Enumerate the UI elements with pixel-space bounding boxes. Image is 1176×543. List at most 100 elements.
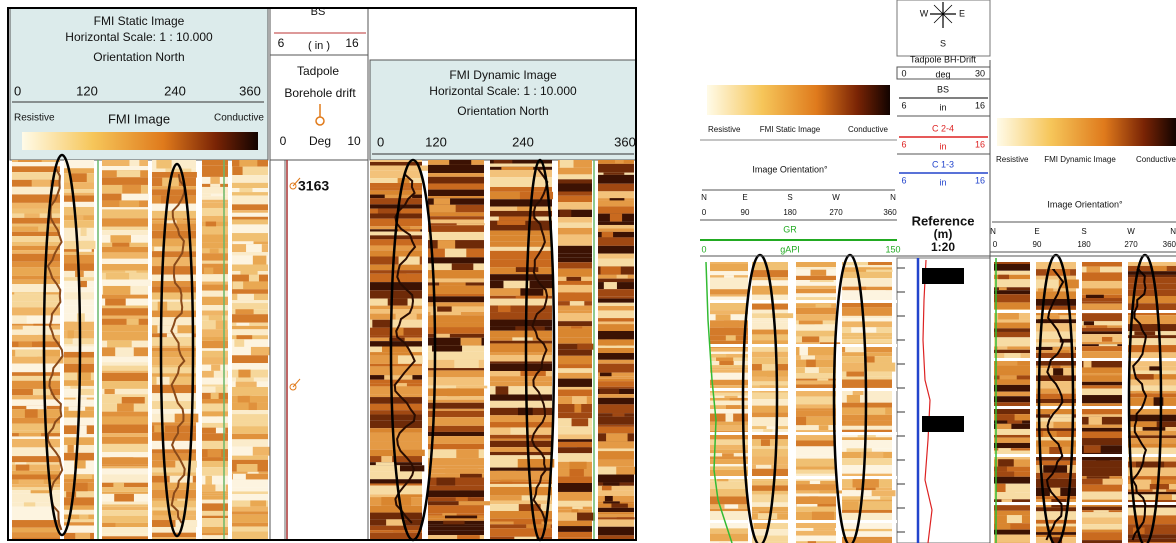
image-pad <box>863 496 881 499</box>
image-pad <box>175 461 197 468</box>
image-pad <box>598 331 634 339</box>
image-pad <box>253 447 270 456</box>
image-pad <box>994 511 1030 515</box>
image-pad <box>558 242 592 245</box>
image-pad <box>1000 375 1017 379</box>
image-pad <box>428 306 484 311</box>
image-pad <box>490 183 552 186</box>
image-pad <box>102 433 148 437</box>
image-pad <box>842 352 892 356</box>
image-pad <box>129 160 139 166</box>
image-pad <box>232 479 268 487</box>
label: deg <box>935 69 950 79</box>
image-pad <box>23 326 50 330</box>
image-pad <box>994 332 1030 337</box>
image-pad <box>490 225 552 231</box>
image-pad <box>994 337 1030 340</box>
image-pad <box>577 513 595 521</box>
image-pad <box>752 456 788 465</box>
image-pad <box>598 175 634 184</box>
image-pad <box>598 200 634 206</box>
image-pad <box>238 370 250 378</box>
image-pad <box>755 280 768 285</box>
image-pad <box>994 535 1030 543</box>
image-pad <box>1082 304 1122 310</box>
image-pad <box>64 228 94 236</box>
image-pad <box>598 519 634 526</box>
image-pad <box>752 491 788 495</box>
label: FMI Static Image <box>94 14 185 28</box>
image-pad <box>370 282 422 290</box>
image-pad <box>1036 350 1076 353</box>
image-pad <box>80 281 87 287</box>
image-pad <box>842 537 892 540</box>
image-pad <box>598 318 634 322</box>
image-pad <box>558 434 592 439</box>
image-pad <box>456 386 487 389</box>
image-pad <box>238 396 250 403</box>
image-pad <box>32 180 51 187</box>
image-pad <box>1082 313 1122 321</box>
image-pad <box>796 379 836 381</box>
image-pad <box>12 475 60 480</box>
image-pad <box>216 320 228 329</box>
image-pad <box>767 371 776 377</box>
image-pad <box>1153 489 1167 491</box>
color-bar <box>707 85 890 115</box>
image-pad <box>796 314 836 320</box>
image-pad <box>501 167 533 170</box>
image-pad <box>598 259 634 261</box>
image-pad <box>1036 524 1076 527</box>
image-pad <box>598 279 634 282</box>
image-pad <box>598 322 634 324</box>
image-pad <box>842 265 892 267</box>
image-pad <box>1036 276 1076 280</box>
label: in <box>939 177 946 187</box>
image-pad <box>232 192 268 195</box>
image-pad <box>12 418 60 424</box>
label: 180 <box>783 208 797 217</box>
image-pad <box>710 450 748 454</box>
image-pad <box>526 524 551 528</box>
image-pad <box>428 294 484 296</box>
image-pad <box>64 437 94 445</box>
label: 0 <box>14 83 21 98</box>
image-pad <box>428 220 484 224</box>
depth-marker <box>922 416 964 432</box>
image-pad <box>232 183 268 188</box>
image-pad <box>558 235 592 243</box>
label: 240 <box>512 134 534 149</box>
image-pad <box>370 309 422 314</box>
image-pad <box>19 479 44 484</box>
label: Conductive <box>1136 155 1176 164</box>
image-pad <box>490 331 552 338</box>
image-pad <box>796 267 836 270</box>
label: 16 <box>975 175 985 185</box>
image-pad <box>370 526 422 530</box>
image-pad <box>102 416 148 424</box>
image-pad <box>842 278 892 287</box>
image-pad <box>518 459 555 468</box>
image-pad <box>152 348 196 352</box>
image-pad <box>558 501 592 507</box>
image-pad <box>716 314 731 320</box>
image-pad <box>428 426 484 432</box>
image-pad <box>65 322 74 331</box>
image-pad <box>558 217 592 222</box>
image-pad <box>370 442 422 450</box>
image-pad <box>12 262 60 268</box>
image-pad <box>393 530 404 533</box>
image-pad <box>250 500 266 506</box>
image-pad <box>710 459 748 464</box>
image-pad <box>152 537 196 539</box>
image-pad <box>1142 371 1160 375</box>
image-pad <box>994 379 1030 384</box>
image-pad <box>558 174 592 179</box>
image-pad <box>490 435 552 439</box>
image-pad <box>1082 288 1122 295</box>
image-pad <box>842 539 892 543</box>
image-pad <box>558 269 592 277</box>
image-pad <box>430 205 456 213</box>
image-pad <box>445 516 477 519</box>
image-pad <box>152 186 196 189</box>
